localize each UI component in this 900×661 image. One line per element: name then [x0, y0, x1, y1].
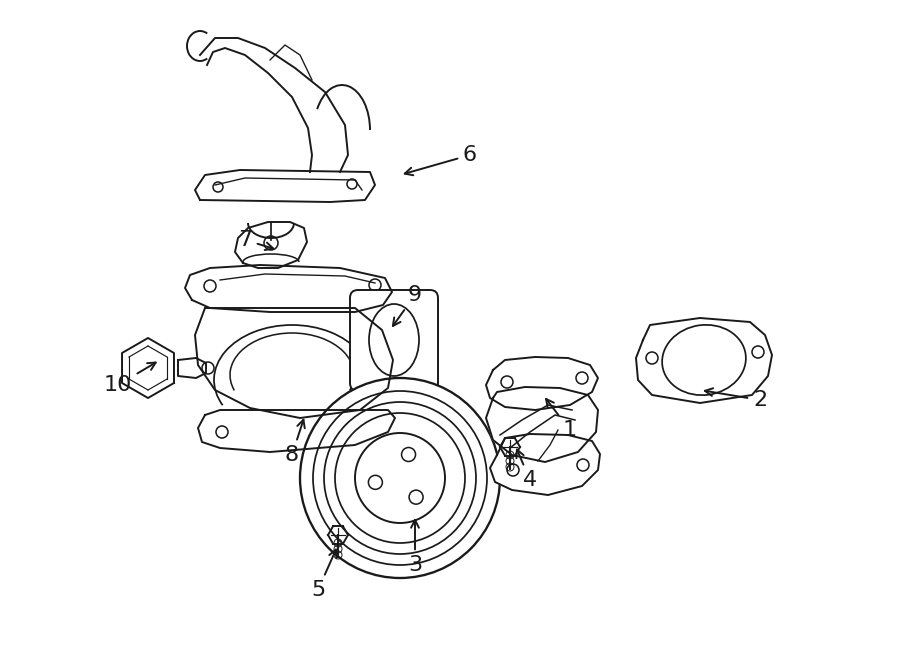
Polygon shape: [490, 434, 600, 495]
Text: 6: 6: [405, 145, 477, 175]
Polygon shape: [178, 358, 206, 378]
Circle shape: [300, 378, 500, 578]
Polygon shape: [235, 222, 307, 268]
Text: 4: 4: [517, 449, 537, 490]
Polygon shape: [486, 387, 598, 462]
FancyBboxPatch shape: [350, 290, 438, 391]
Text: 3: 3: [408, 520, 422, 575]
Polygon shape: [195, 308, 393, 418]
Polygon shape: [195, 170, 375, 202]
Polygon shape: [636, 318, 772, 403]
Polygon shape: [185, 265, 392, 312]
Text: 2: 2: [705, 388, 767, 410]
Polygon shape: [486, 357, 598, 410]
Polygon shape: [122, 338, 174, 398]
Text: 5: 5: [310, 549, 337, 600]
Text: 9: 9: [393, 285, 422, 326]
Text: 10: 10: [104, 362, 156, 395]
Text: 1: 1: [546, 399, 577, 440]
Text: 8: 8: [285, 420, 305, 465]
Text: 7: 7: [238, 230, 274, 250]
Polygon shape: [198, 410, 395, 452]
